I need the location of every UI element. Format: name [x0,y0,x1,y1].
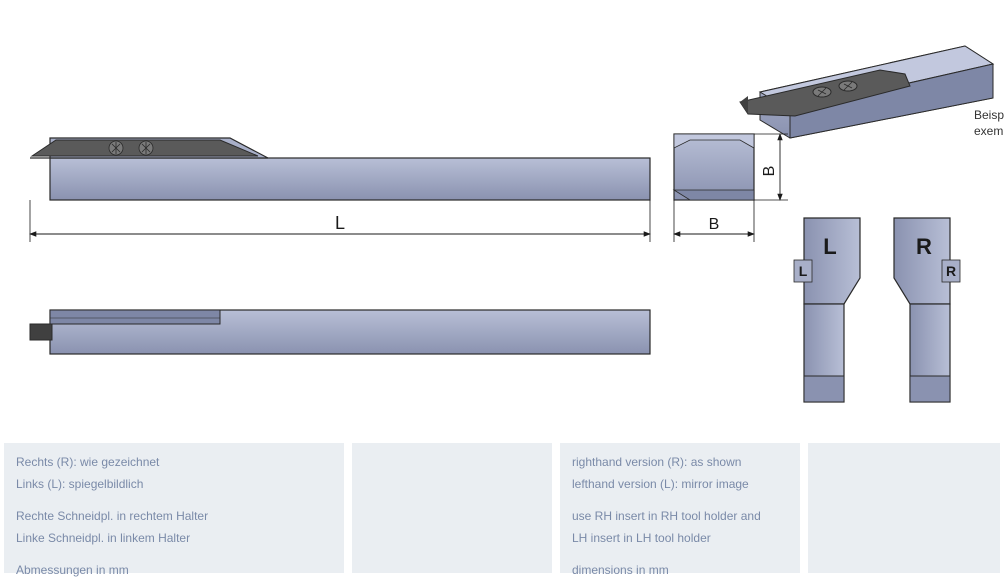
technical-drawing-svg: L B B [0,0,1004,440]
info-box-blank-2 [808,443,1000,573]
en-line2: lefthand version (L): mirror image [572,475,788,493]
dim-L-label: L [335,213,345,233]
de-line5: Abmessungen in mm [16,561,332,579]
L-big-label: L [823,234,836,259]
info-box-blank-1 [352,443,552,573]
R-big-label: R [916,234,932,259]
dim-B-v-label: B [761,166,778,177]
iso-view [740,46,993,138]
info-box-en: righthand version (R): as shown lefthand… [560,443,800,573]
diagram-area: L B B [0,0,1004,440]
info-box-de: Rechts (R): wie gezeichnet Links (L): sp… [4,443,344,573]
dim-B-h-label: B [709,216,720,233]
de-line1: Rechts (R): wie gezeichnet [16,453,332,471]
de-line4: Linke Schneidpl. in linkem Halter [16,529,332,547]
L-tool-view: L L [794,218,860,402]
de-line3: Rechte Schneidpl. in rechtem Halter [16,507,332,525]
en-line1: righthand version (R): as shown [572,453,788,471]
side-label-2: exem [974,124,1003,138]
de-line2: Links (L): spiegelbildlich [16,475,332,493]
side-view [30,138,650,200]
side-cut-label: Beisp exem [974,108,1004,139]
R-small-label: R [946,263,956,279]
R-tool-view: R R [894,218,960,402]
side-label-1: Beisp [974,108,1004,122]
end-view: B B [674,134,788,242]
info-boxes: Rechts (R): wie gezeichnet Links (L): sp… [0,443,1004,573]
dim-L: L [30,200,650,242]
en-line4: LH insert in LH tool holder [572,529,788,547]
en-line5: dimensions in mm [572,561,788,579]
top-view [30,310,650,354]
en-line3: use RH insert in RH tool holder and [572,507,788,525]
L-small-label: L [799,263,808,279]
